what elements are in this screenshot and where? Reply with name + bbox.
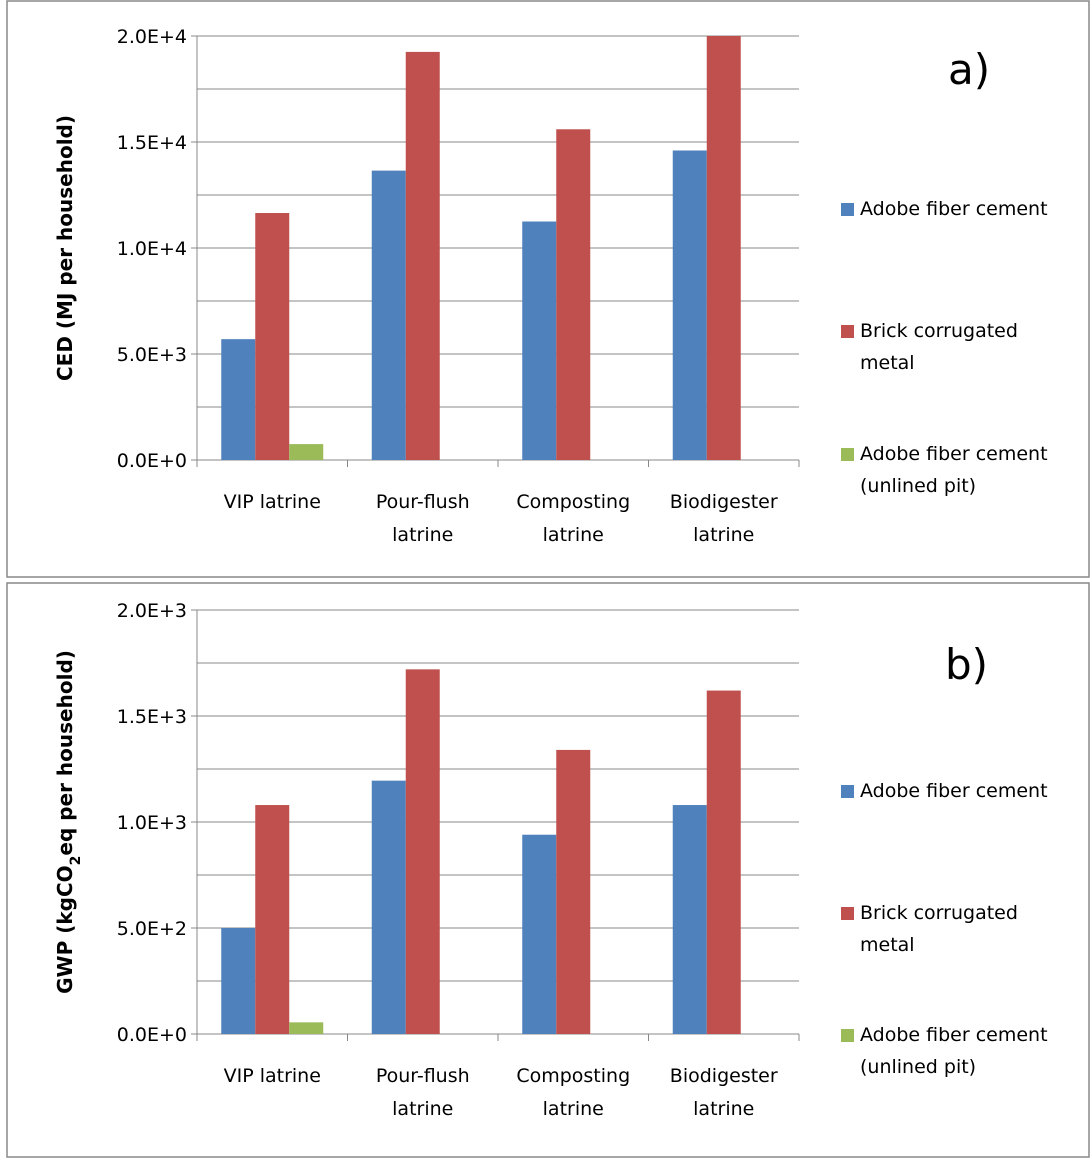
bar <box>221 928 256 1034</box>
legend-label: (unlined pit) <box>860 1056 976 1078</box>
bar <box>672 150 707 461</box>
legend-swatch <box>841 785 854 798</box>
x-tick-label: Pour-flush <box>376 491 470 513</box>
bar <box>522 221 557 460</box>
bar <box>255 213 290 460</box>
chart-panel-2: 0.0E+0 5.0E+2 1.0E+3 1.5E+3 2.0E+3 VIP latrin… <box>6 582 1090 1158</box>
y-tick-label: 2.0E+4 <box>117 26 187 48</box>
bar <box>255 805 290 1034</box>
legend-swatch <box>841 1029 854 1042</box>
bar <box>672 805 707 1034</box>
x-tick-label: Composting <box>516 491 630 513</box>
bar <box>289 1022 324 1034</box>
x-tick-label: latrine <box>543 1098 604 1120</box>
bar <box>522 834 557 1034</box>
y-axis-label-sub: 2 <box>68 856 84 866</box>
bar <box>706 690 741 1034</box>
y-tick-label: 5.0E+3 <box>117 344 187 366</box>
bar <box>706 36 741 460</box>
y-axis-label: GWP (kgCO2eq per household) <box>53 650 84 994</box>
y-tick-label: 5.0E+2 <box>117 918 187 940</box>
y-tick-label: 1.5E+4 <box>117 132 187 154</box>
y-tick-label: 1.0E+4 <box>117 238 187 260</box>
legend-label: (unlined pit) <box>860 475 976 497</box>
legend-label: Adobe fiber cement <box>860 780 1048 802</box>
bar <box>221 339 256 460</box>
legend-swatch <box>841 325 854 338</box>
legend-label: Brick corrugated <box>860 320 1018 342</box>
legend-label: Brick corrugated <box>860 902 1018 924</box>
x-tick-label: Pour-flush <box>376 1065 470 1087</box>
bar <box>371 170 406 460</box>
legend-label: metal <box>860 934 915 956</box>
bar <box>289 444 324 460</box>
legend-swatch <box>841 907 854 920</box>
y-tick-label: 1.5E+3 <box>117 706 187 728</box>
bar <box>405 51 440 461</box>
x-tick-label: latrine <box>392 524 453 546</box>
panel-label: a) <box>948 45 990 94</box>
legend-swatch <box>841 203 854 216</box>
legend-label: Adobe fiber cement <box>860 443 1048 465</box>
y-axis-label: CED (MJ per household) <box>53 115 77 381</box>
bar <box>556 129 591 460</box>
x-tick-label: VIP latrine <box>224 1065 321 1087</box>
chart-panel-1: 0.0E+0 5.0E+3 1.0E+4 1.5E+4 2.0E+4 VIP latrin… <box>6 0 1090 578</box>
bar <box>371 780 406 1034</box>
y-axis-label-part: GWP (kgCO <box>53 865 77 994</box>
x-tick-label: VIP latrine <box>224 491 321 513</box>
x-tick-label: Composting <box>516 1065 630 1087</box>
bar <box>556 749 591 1034</box>
y-tick-label: 0.0E+0 <box>117 450 187 472</box>
x-tick-label: latrine <box>392 1098 453 1120</box>
y-axis-label-part: eq per household) <box>53 650 77 856</box>
legend-label: Adobe fiber cement <box>860 1024 1048 1046</box>
x-tick-label: latrine <box>693 1098 754 1120</box>
legend-label: Adobe fiber cement <box>860 198 1048 220</box>
x-tick-label: latrine <box>693 524 754 546</box>
x-tick-label: Biodigester <box>670 1065 778 1087</box>
panel-label: b) <box>945 640 988 689</box>
bar <box>405 669 440 1034</box>
x-tick-label: Biodigester <box>670 491 778 513</box>
y-tick-label: 1.0E+3 <box>117 812 187 834</box>
y-tick-label: 2.0E+3 <box>117 600 187 622</box>
legend-label: metal <box>860 352 915 374</box>
y-tick-label: 0.0E+0 <box>117 1024 187 1046</box>
legend-swatch <box>841 448 854 461</box>
x-tick-label: latrine <box>543 524 604 546</box>
